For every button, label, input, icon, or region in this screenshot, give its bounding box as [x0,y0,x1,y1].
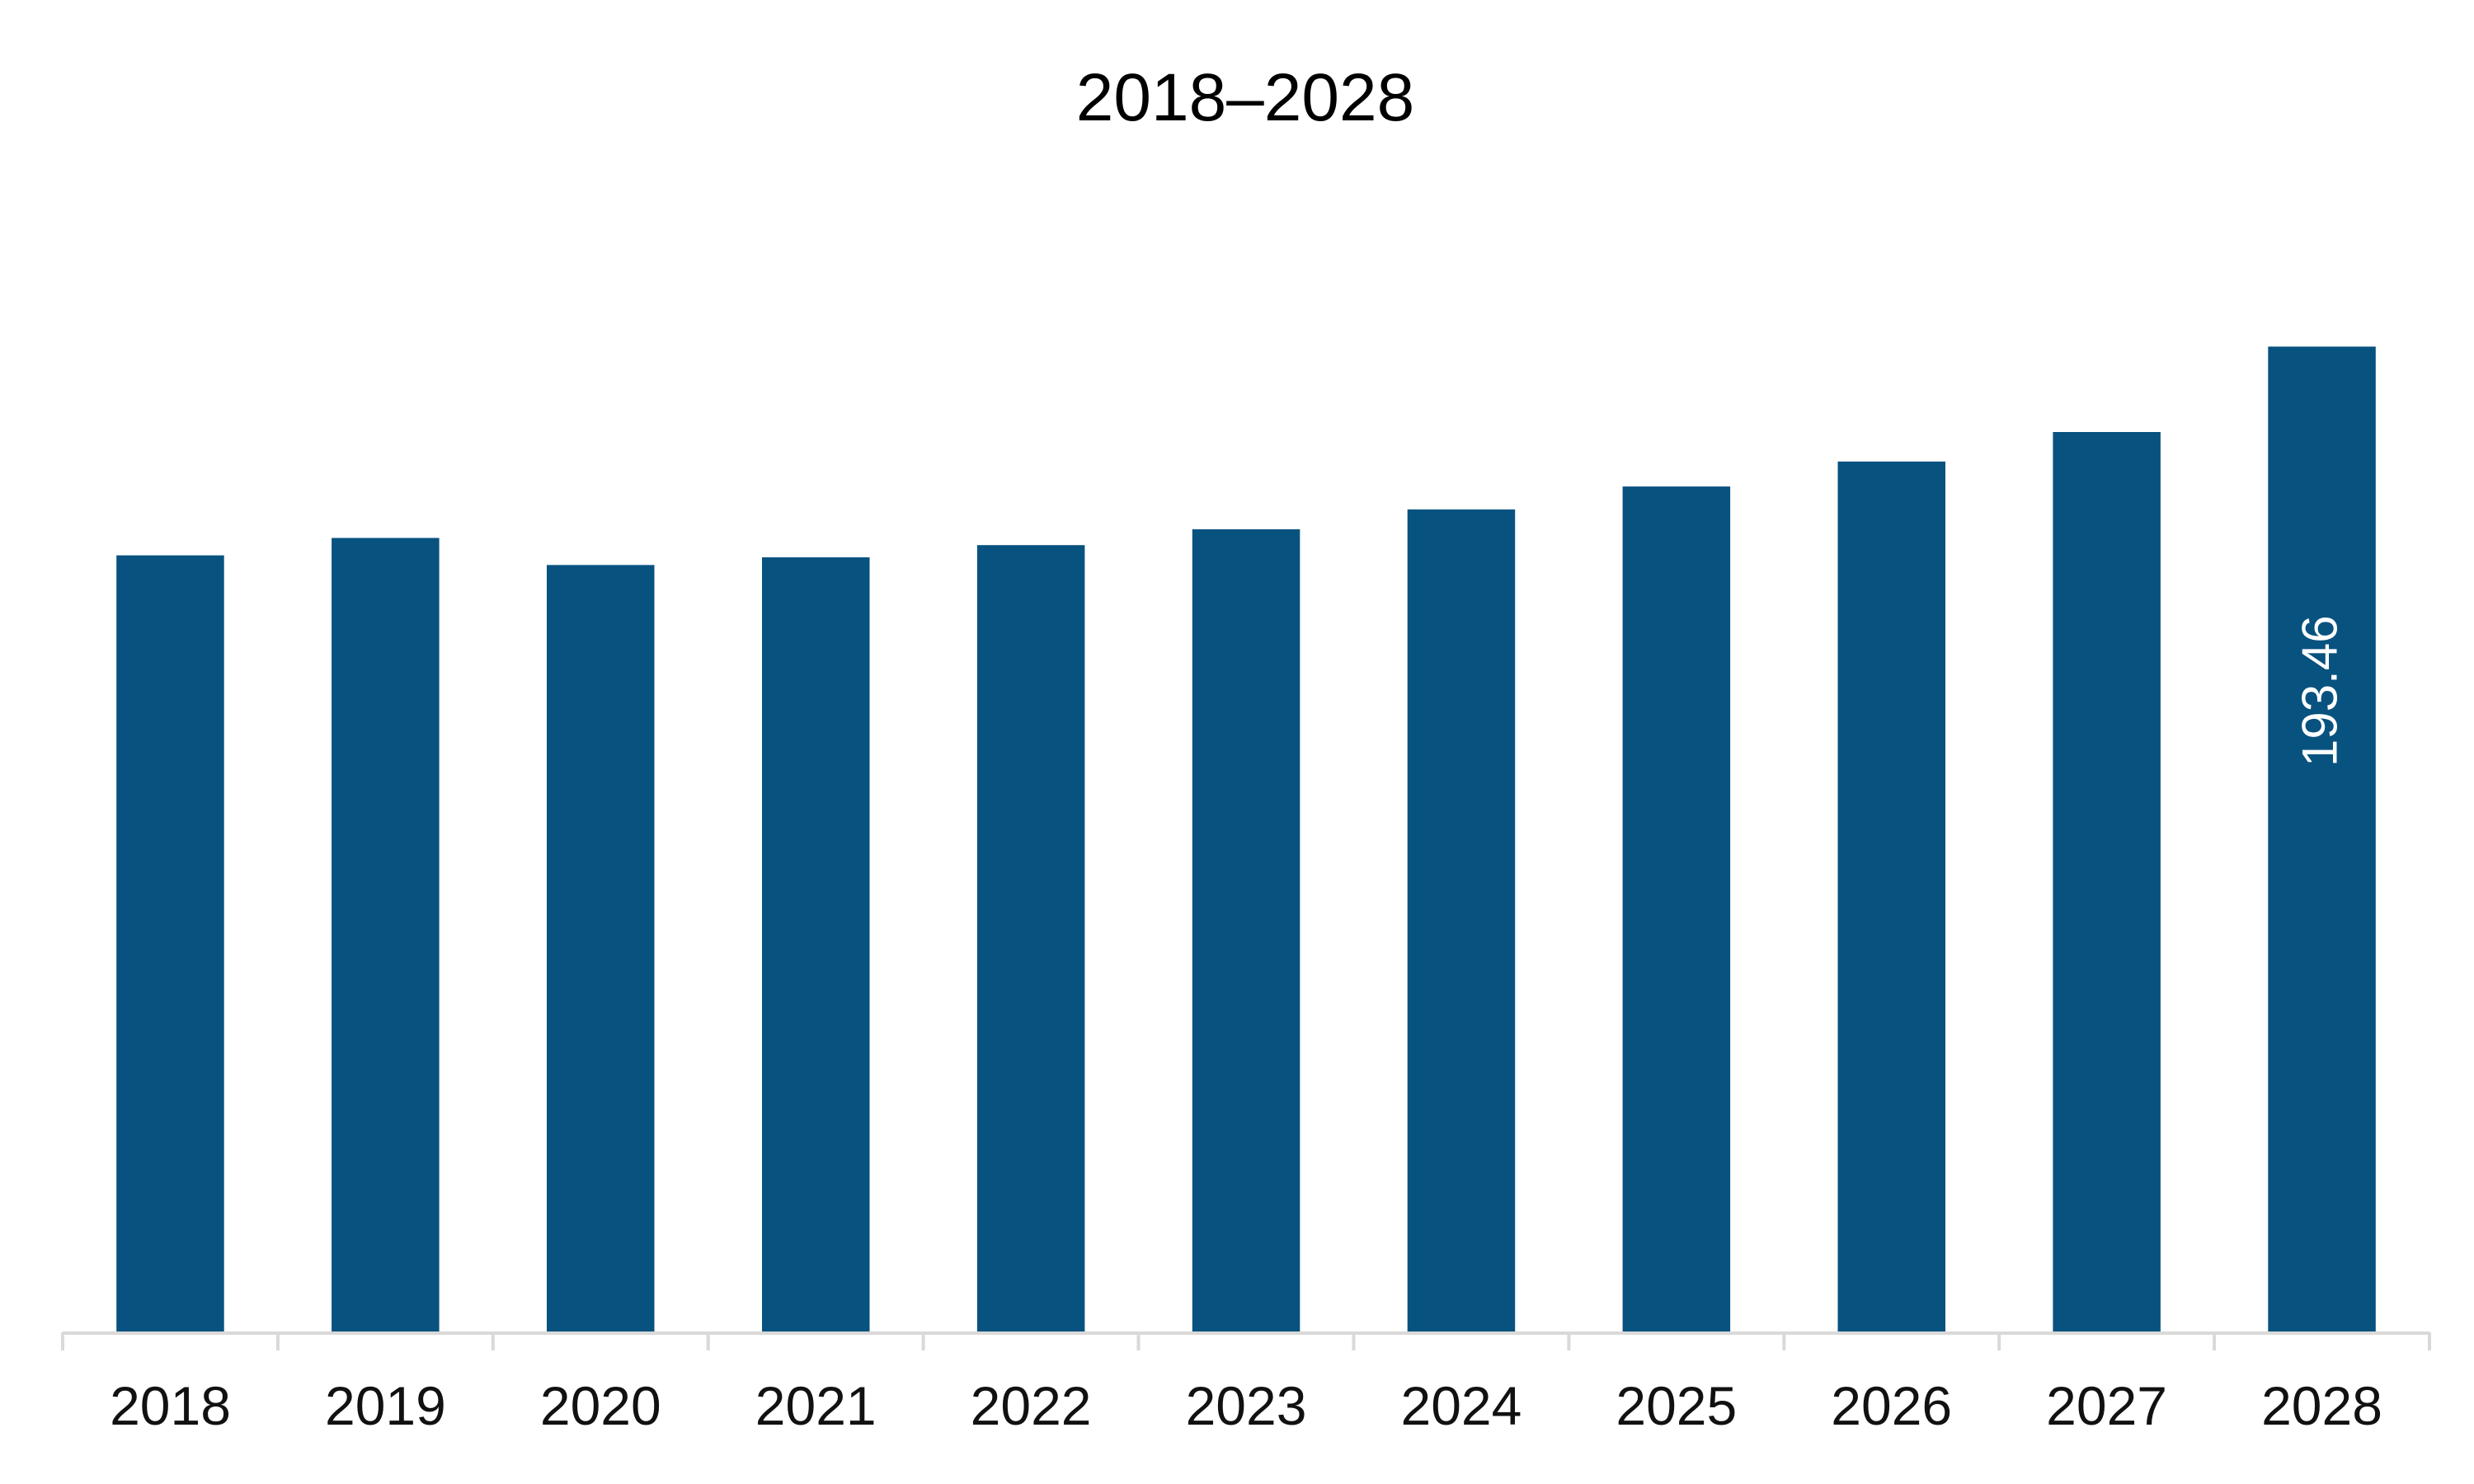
x-tick-label-2023: 2023 [1186,1375,1307,1436]
bar-2024 [1407,509,1516,1332]
bar-2025 [1622,486,1731,1332]
bar-2019 [332,538,440,1332]
x-tick-label-2021: 2021 [755,1375,877,1436]
bar-2022 [976,545,1085,1332]
x-tick-label-2022: 2022 [971,1375,1092,1436]
labels-layer: 2018 2019 2020 2021 2022 2023 2024 2025 2026 2027… [110,615,2382,1436]
chart-title: 2018–2028 [1076,60,1414,135]
x-tick-label-2028: 2028 [2261,1375,2382,1436]
data-label-2028: 193.46 [2292,615,2347,767]
x-tick-label-2027: 2027 [2046,1375,2167,1436]
bar-2028 [2268,346,2376,1332]
x-tick-label-2020: 2020 [540,1375,661,1436]
bar-2027 [2053,432,2161,1332]
x-axis [61,1331,2431,1350]
bar-2018 [116,555,224,1332]
bars-layer [116,346,2376,1332]
x-tick-label-2024: 2024 [1400,1375,1522,1436]
x-tick-label-2018: 2018 [110,1375,231,1436]
x-tick-label-2019: 2019 [325,1375,446,1436]
x-tick-label-2025: 2025 [1616,1375,1737,1436]
bar-2021 [762,557,870,1332]
bar-2026 [1837,461,1945,1332]
x-tick-label-2026: 2026 [1831,1375,1952,1436]
bar-2020 [547,565,655,1332]
bar-2023 [1192,529,1300,1332]
